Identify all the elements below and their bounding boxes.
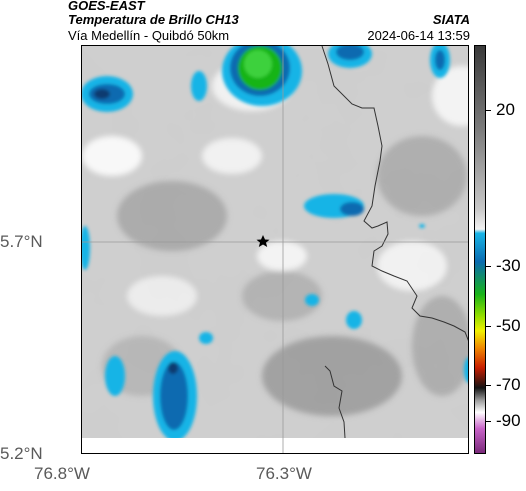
lat-label-south: 5.2°N — [0, 444, 43, 463]
colorbar-label-20: 20 — [496, 100, 515, 119]
colorbar-label-minus50: -50 — [496, 316, 521, 335]
colorbar-tick — [486, 421, 491, 422]
lon-label-east: 76.3°W — [256, 464, 312, 483]
lat-label-north: 5.7°N — [0, 232, 43, 251]
organization-label: SIATA — [432, 12, 470, 27]
location-star-icon — [256, 235, 270, 247]
region-subtitle: Vía Medellín - Quibdó 50km — [68, 28, 230, 43]
dark-cloud-patches — [102, 136, 468, 416]
product-title: Temperatura de Brillo CH13 — [68, 12, 239, 27]
map-svg — [82, 46, 468, 453]
no-data-strip — [82, 438, 468, 453]
timestamp-label: 2024-06-14 13:59 — [367, 28, 470, 43]
temperature-colorbar — [474, 45, 486, 454]
country-border — [321, 46, 468, 439]
colorbar-label-minus70: -70 — [496, 375, 521, 394]
colorbar-label-minus30: -30 — [496, 256, 521, 275]
colorbar-label-minus90: -90 — [496, 411, 521, 430]
colorbar-tick — [486, 266, 491, 267]
satellite-title: GOES-EAST — [68, 0, 145, 13]
cold-cloud-tops — [82, 46, 468, 441]
colorbar-tick — [486, 326, 491, 327]
satellite-map[interactable] — [81, 45, 469, 454]
lon-label-west: 76.8°W — [34, 464, 90, 483]
colorbar-tick — [486, 110, 491, 111]
colorbar-tick — [486, 385, 491, 386]
